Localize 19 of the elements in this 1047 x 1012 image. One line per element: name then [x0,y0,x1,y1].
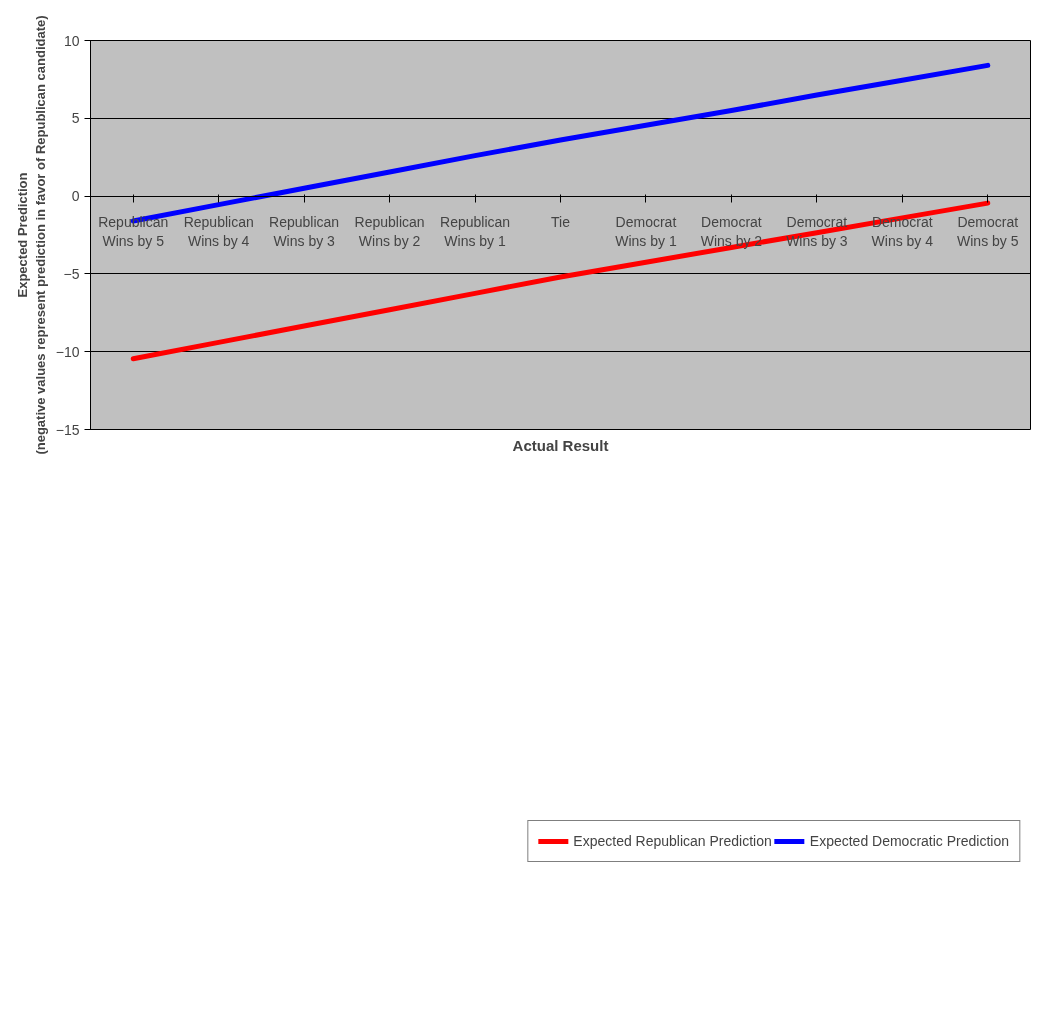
y-tick-label: 5 [71,110,80,127]
x-tick-label: Republican Wins by 1 [440,214,511,250]
x-tick-label: Republican Wins by 4 [183,214,254,250]
x-tick-label: Democrat Wins by 5 [957,214,1019,250]
legend-label: Expected Republican Prediction [573,833,772,849]
y-tick-label: 0 [71,188,80,205]
y-tick-label: −5 [63,265,80,282]
x-axis-title: Actual Result [512,436,609,454]
x-tick-label: Democrat Wins by 1 [615,214,677,250]
x-tick-label: Republican Wins by 5 [98,214,169,250]
y-tick-label: 10 [63,32,80,49]
y-axis-title: Expected Prediction (negative values represent prediction in favor of Republican candidate) [14,15,48,455]
x-tick-label: Tie [551,214,571,231]
y-tick-label: −15 [55,421,80,438]
x-tick-label: Democrat Wins by 3 [786,214,848,250]
x-tick-label: Republican Wins by 3 [269,214,340,250]
legend-label: Expected Democratic Prediction [809,833,1009,849]
x-tick-label: Republican Wins by 2 [354,214,425,250]
y-tick-label: −10 [55,343,80,360]
